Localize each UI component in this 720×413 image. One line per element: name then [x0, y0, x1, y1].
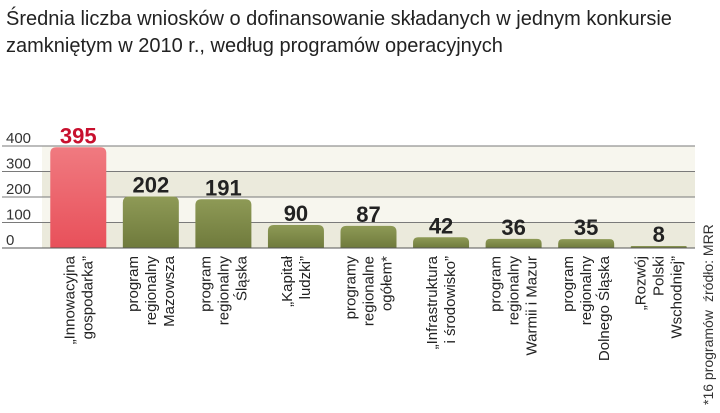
category-label-line: Dolnego Śląska — [595, 255, 613, 361]
plot-band — [42, 171, 695, 197]
value-label: 35 — [574, 215, 598, 240]
category-label-line: i środowisko” — [442, 256, 459, 344]
bar-highlight — [50, 147, 107, 248]
bar — [630, 245, 687, 248]
category-label-line: Śląska — [232, 255, 250, 301]
value-label: 87 — [356, 202, 380, 227]
y-tick-label: 100 — [6, 207, 31, 224]
bar — [485, 238, 542, 248]
category-label: „Kapitał ludzki” — [279, 255, 314, 307]
category-label-line: program — [125, 256, 142, 312]
bar — [558, 239, 615, 248]
category-label: „Rozwój Polski Wschodniej” — [633, 256, 686, 339]
bar — [195, 199, 252, 248]
bar — [340, 225, 397, 248]
value-label: 8 — [653, 222, 665, 247]
category-label-line: regionalny — [215, 256, 232, 326]
value-label: 202 — [132, 172, 169, 197]
category-label: „Infrastruktura i środowisko” — [424, 255, 459, 349]
category-label-line: regionalny — [578, 256, 595, 326]
y-tick-label: 200 — [6, 181, 31, 198]
bar — [413, 237, 470, 248]
category-label: „Innowacyjna gospodarka” — [61, 255, 96, 344]
category-label: programy regionalne ogółem* — [343, 256, 396, 327]
category-label-line: „Rozwój — [633, 256, 650, 310]
category-label: program regionalny Śląska — [197, 255, 250, 325]
plot-band — [42, 146, 695, 172]
category-label-line: Mazowsza — [161, 255, 178, 327]
category-label-line: Polski — [651, 256, 668, 296]
category-label: program regionalny Mazowsza — [125, 255, 178, 327]
title-line-1: Średnia liczba wniosków o dofinansowanie… — [6, 8, 672, 30]
y-tick-label: 0 — [6, 232, 14, 249]
category-label-line: regionalny — [143, 256, 160, 326]
category-label-line: ludzki” — [297, 256, 314, 299]
category-label: program regionalny Dolnego Śląska — [560, 255, 613, 361]
category-label-line: „Infrastruktura — [424, 255, 441, 349]
value-label: 395 — [60, 123, 97, 148]
category-label-line: programy — [343, 256, 360, 320]
category-label: program regionalny Warmii i Mazur — [488, 256, 541, 356]
title-line-2: zamkniętym w 2010 r., według programów o… — [6, 35, 503, 57]
category-label-line: program — [560, 256, 577, 312]
category-label-line: regionalny — [506, 256, 523, 326]
value-label: 90 — [284, 201, 308, 226]
value-label: 42 — [429, 213, 453, 238]
category-label-line: program — [197, 256, 214, 312]
category-label-line: program — [488, 256, 505, 312]
value-label: 36 — [501, 215, 525, 240]
category-label-line: „Innowacyjna — [61, 255, 78, 344]
footnote: *16 programów — [700, 310, 716, 405]
bar — [267, 225, 324, 248]
category-label-line: ogółem* — [379, 256, 396, 311]
category-label-line: Warmii i Mazur — [524, 256, 541, 355]
bar — [122, 196, 179, 248]
y-tick-label: 300 — [6, 156, 31, 173]
chart-title: Średnia liczba wniosków o dofinansowanie… — [6, 6, 696, 60]
value-label: 191 — [205, 175, 242, 200]
category-label-line: regionalne — [361, 256, 378, 326]
category-label-line: gospodarka” — [79, 256, 96, 339]
category-label-line: Wschodniej” — [669, 256, 686, 339]
source-note: źródło: MRR — [700, 224, 716, 302]
category-label-line: „Kapitał — [279, 255, 296, 307]
y-tick-label: 400 — [6, 130, 31, 147]
